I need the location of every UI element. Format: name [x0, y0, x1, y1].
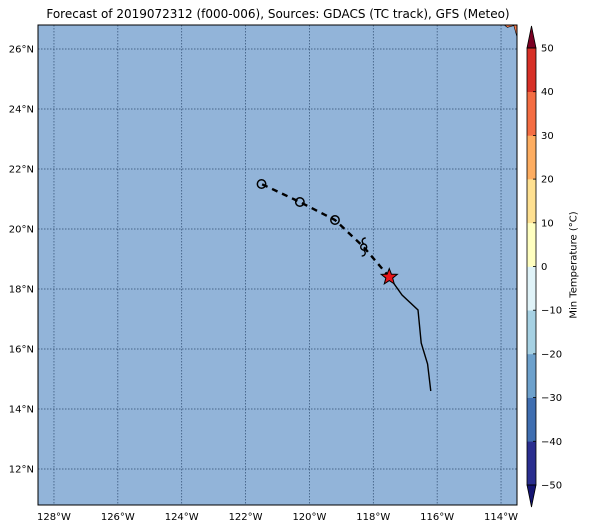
- map-title: Forecast of 2019072312 (f000-006), Sourc…: [46, 7, 510, 21]
- colorbar-segment: [527, 266, 536, 311]
- forecast-point-marker[interactable]: [256, 179, 267, 189]
- latitude-tick-label: 24°N: [9, 105, 34, 116]
- ocean-area: [38, 25, 517, 505]
- map-panel[interactable]: 128°W 126°W 124°W 122°W 120°W 118°W 116°W 114°W…: [9, 24, 518, 523]
- colorbar-tick-label: 0: [541, 262, 547, 273]
- colorbar-segment: [527, 91, 536, 136]
- colorbar-tick-label: −20: [541, 349, 562, 360]
- longitude-tick-label: 120°W: [292, 512, 326, 523]
- longitude-tick-label: 114°W: [484, 512, 518, 523]
- latitude-tick-label: 12°N: [9, 465, 34, 476]
- map-frame: [37, 24, 518, 506]
- forecast-point-marker[interactable]: [330, 215, 340, 225]
- latitude-tick-label: 14°N: [9, 405, 34, 416]
- colorbar-tick-label: −50: [541, 481, 562, 492]
- forecast-track-line: [261, 182, 391, 278]
- colorbar: −50 −40 −30 −20 −10 0 10 20 30 40 50: [526, 25, 562, 508]
- cyclone-icon[interactable]: [360, 237, 368, 257]
- colorbar-tick-label: 30: [541, 131, 554, 142]
- latitude-tick-label: 18°N: [9, 285, 34, 296]
- cyclone-icon-arm-top: [361, 237, 366, 245]
- colorbar-tick-label: 10: [541, 218, 554, 229]
- latitude-tick-label: 26°N: [9, 45, 34, 56]
- colorbar-tick-label: −10: [541, 306, 562, 317]
- colorbar-tick-label: −40: [541, 437, 562, 448]
- latitude-tick-label: 16°N: [9, 345, 34, 356]
- latitude-tick-label: 22°N: [9, 165, 34, 176]
- colorbar-extension-max: [526, 25, 537, 49]
- longitude-tick-label: 122°W: [229, 512, 263, 523]
- colorbar-segment: [527, 135, 536, 180]
- longitude-tick-label: 118°W: [356, 512, 390, 523]
- current-position-star-icon[interactable]: [379, 267, 399, 286]
- latitude-tick-label: 20°N: [9, 225, 34, 236]
- colorbar-segment: [527, 397, 536, 442]
- colorbar-tick-label: 20: [541, 175, 554, 186]
- longitude-tick-label: 116°W: [420, 512, 454, 523]
- colorbar-segment: [527, 48, 536, 92]
- forecast-point-marker[interactable]: [294, 197, 305, 207]
- longitude-tick-label: 126°W: [101, 512, 135, 523]
- past-track-line: [388, 276, 432, 392]
- colorbar-segment: [527, 353, 536, 398]
- colorbar-extension-min: [526, 484, 537, 508]
- colorbar-label: Min Temperature (°C): [568, 211, 580, 319]
- colorbar-segment: [527, 179, 536, 224]
- longitude-tick-label: 124°W: [165, 512, 199, 523]
- colorbar-tick-label: 40: [541, 87, 554, 98]
- colorbar-segment: [527, 310, 536, 355]
- longitude-tick-label: 128°W: [37, 512, 71, 523]
- colorbar-tick-label: 50: [541, 44, 554, 55]
- colorbar-segment: [527, 441, 536, 486]
- cyclone-icon-arm-bottom: [361, 249, 366, 257]
- colorbar-segment: [527, 222, 536, 267]
- colorbar-tick-label: −30: [541, 393, 562, 404]
